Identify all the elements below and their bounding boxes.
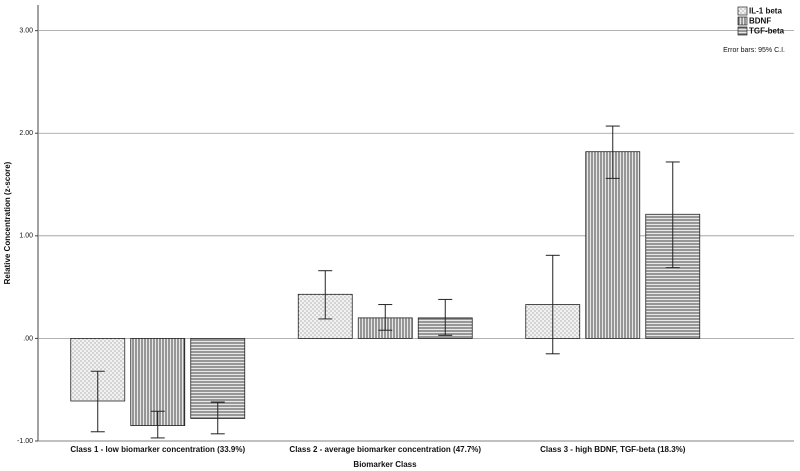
y-tick-label: .00	[23, 335, 33, 342]
note: Error bars: 95% C.I.	[723, 47, 785, 54]
y-tick-label: -1.00	[17, 438, 33, 445]
legend-label: TGF-beta	[749, 27, 785, 36]
legend-label: BDNF	[749, 17, 771, 26]
legend-label: IL-1 beta	[749, 7, 782, 16]
x-tick-label: Class 2 - average biomarker concentratio…	[289, 445, 481, 454]
bar	[585, 151, 641, 339]
y-axis-title: Relative Concentration (z-score)	[3, 161, 12, 284]
y-tick-label: 1.00	[19, 233, 33, 240]
x-tick-label: Class 3 - high BDNF, TGF-beta (18.3%)	[540, 445, 686, 454]
x-axis-title: Biomarker Class	[353, 460, 417, 469]
legend-swatch	[737, 26, 748, 36]
legend-swatch	[737, 16, 748, 26]
x-tick-label: Class 1 - low biomarker concentration (3…	[70, 445, 245, 454]
y-tick-label: 3.00	[19, 27, 33, 34]
legend-swatch	[737, 6, 748, 16]
y-tick-label: 2.00	[19, 130, 33, 137]
